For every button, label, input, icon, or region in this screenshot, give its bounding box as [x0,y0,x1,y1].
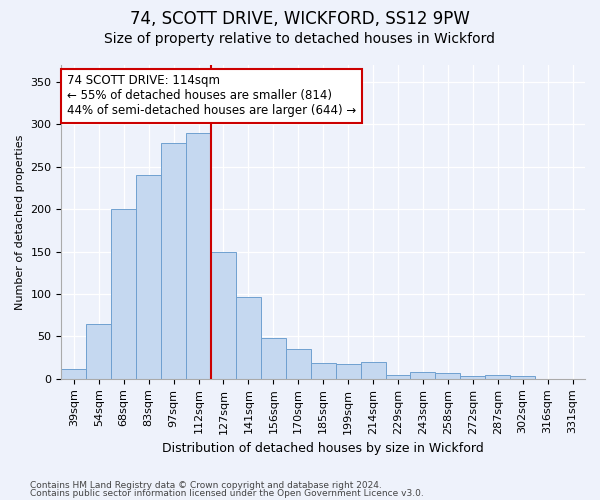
Bar [460,376,485,379]
Bar [136,176,161,379]
Bar [61,368,86,379]
Bar [311,362,335,379]
Text: 74 SCOTT DRIVE: 114sqm
← 55% of detached houses are smaller (814)
44% of semi-de: 74 SCOTT DRIVE: 114sqm ← 55% of detached… [67,74,356,118]
Bar [485,374,510,379]
Bar [211,252,236,379]
Bar [335,364,361,379]
Bar [410,372,436,379]
Text: Size of property relative to detached houses in Wickford: Size of property relative to detached ho… [104,32,496,46]
Bar [261,338,286,379]
Bar [436,373,460,379]
Bar [510,376,535,379]
Y-axis label: Number of detached properties: Number of detached properties [15,134,25,310]
Bar [161,143,186,379]
X-axis label: Distribution of detached houses by size in Wickford: Distribution of detached houses by size … [163,442,484,455]
Bar [186,133,211,379]
Bar [361,362,386,379]
Text: Contains HM Land Registry data © Crown copyright and database right 2024.: Contains HM Land Registry data © Crown c… [30,481,382,490]
Text: Contains public sector information licensed under the Open Government Licence v3: Contains public sector information licen… [30,488,424,498]
Text: 74, SCOTT DRIVE, WICKFORD, SS12 9PW: 74, SCOTT DRIVE, WICKFORD, SS12 9PW [130,10,470,28]
Bar [286,349,311,379]
Bar [236,296,261,379]
Bar [386,374,410,379]
Bar [86,324,111,379]
Bar [111,209,136,379]
